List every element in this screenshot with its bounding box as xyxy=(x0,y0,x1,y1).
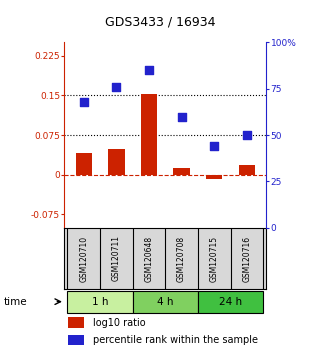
Bar xyxy=(173,169,190,175)
Point xyxy=(146,67,152,73)
Point xyxy=(244,132,249,138)
Bar xyxy=(68,335,84,345)
Text: GSM120711: GSM120711 xyxy=(112,235,121,281)
Bar xyxy=(141,94,157,175)
Text: GDS3433 / 16934: GDS3433 / 16934 xyxy=(105,16,216,29)
Text: GSM120648: GSM120648 xyxy=(144,235,153,281)
Text: GSM120708: GSM120708 xyxy=(177,235,186,281)
Bar xyxy=(239,165,255,175)
Bar xyxy=(67,291,133,313)
Text: percentile rank within the sample: percentile rank within the sample xyxy=(92,335,257,345)
Point xyxy=(179,114,184,119)
Bar xyxy=(133,291,198,313)
Text: 24 h: 24 h xyxy=(219,297,242,307)
Text: 1 h: 1 h xyxy=(92,297,108,307)
Bar xyxy=(68,317,84,328)
Bar xyxy=(108,149,125,175)
Point xyxy=(81,99,86,104)
Point xyxy=(114,84,119,90)
Text: GSM120716: GSM120716 xyxy=(242,235,251,281)
Text: time: time xyxy=(3,297,27,307)
Bar xyxy=(198,291,263,313)
Bar xyxy=(206,175,222,179)
Bar xyxy=(76,153,92,175)
Text: GSM120710: GSM120710 xyxy=(79,235,88,281)
Text: log10 ratio: log10 ratio xyxy=(92,318,145,327)
Point xyxy=(212,143,217,149)
Text: 4 h: 4 h xyxy=(157,297,174,307)
Text: GSM120715: GSM120715 xyxy=(210,235,219,281)
